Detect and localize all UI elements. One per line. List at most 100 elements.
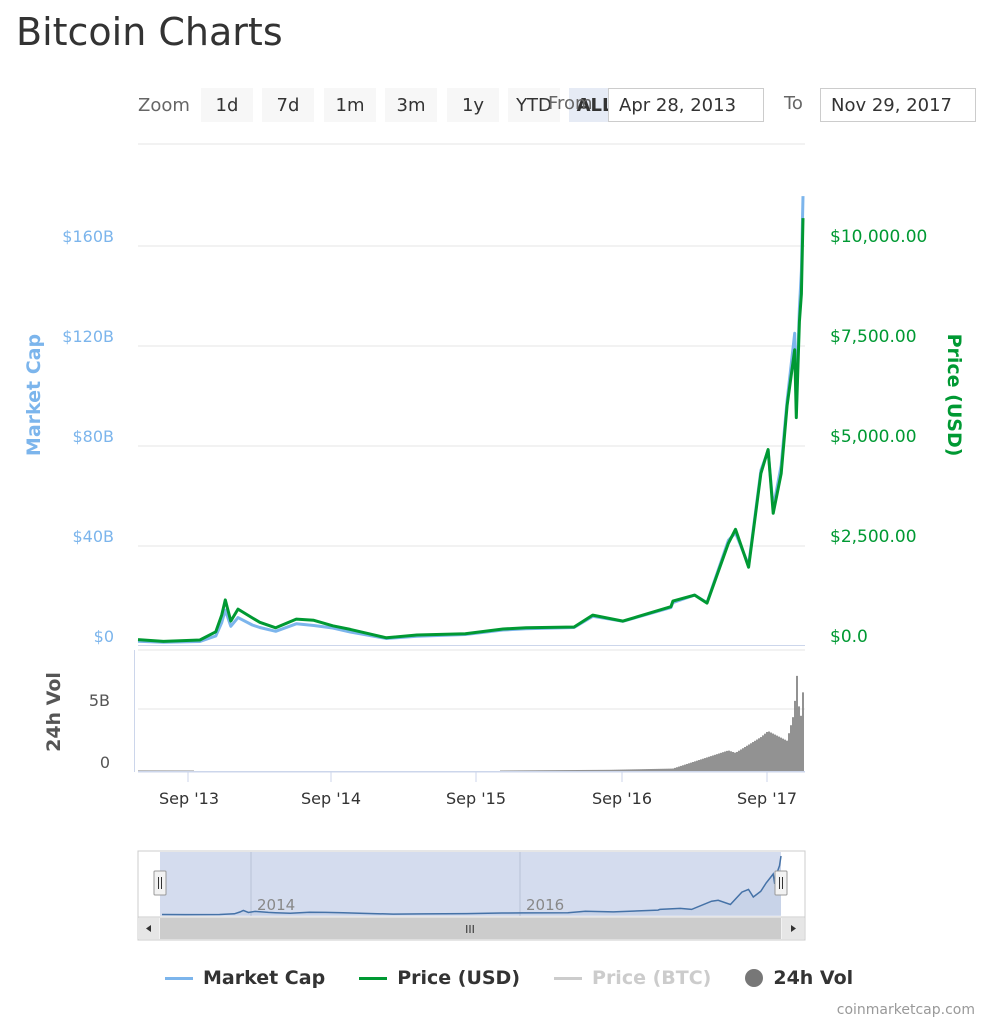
volume-bar	[798, 706, 800, 771]
volume-bar	[568, 770, 570, 771]
volume-bar	[576, 770, 578, 771]
legend-symbol	[359, 976, 388, 980]
volume-bar	[554, 770, 556, 771]
navigator-handle-left[interactable]	[153, 870, 167, 896]
volume-bar	[152, 770, 154, 771]
volume-bar	[690, 762, 692, 771]
volume-bar	[192, 770, 194, 771]
volume-bar	[796, 675, 798, 771]
volume-bar	[724, 751, 726, 771]
zoom-1y-button[interactable]: 1y	[447, 88, 499, 122]
volume-bar	[634, 769, 636, 771]
volume-bar	[550, 770, 552, 771]
scrollbar[interactable]: III	[137, 916, 806, 941]
volume-bar	[542, 770, 544, 771]
y-axis-right-title: Price (USD)	[943, 334, 965, 457]
volume-bar	[642, 769, 644, 771]
y-right-tick-label: $2,500.00	[830, 527, 917, 547]
volume-bar	[706, 757, 708, 771]
legend-item-24h-vol[interactable]: 24h Vol	[745, 967, 853, 989]
scrollbar-grip: III	[465, 923, 475, 936]
volume-bar	[538, 770, 540, 771]
volume-bar	[154, 770, 156, 771]
series-line-price-usd	[137, 218, 805, 643]
volume-bar	[768, 731, 770, 771]
volume-bar	[596, 769, 598, 771]
volume-bar	[150, 770, 152, 771]
volume-bar	[680, 765, 682, 771]
volume-bar	[684, 764, 686, 771]
volume-bar	[562, 770, 564, 771]
volume-bar	[160, 770, 162, 771]
volume-bar	[742, 748, 744, 771]
volume-bar	[628, 769, 630, 771]
zoom-1m-button[interactable]: 1m	[324, 88, 376, 122]
volume-bar	[636, 769, 638, 771]
zoom-ytd-button[interactable]: YTD	[508, 88, 560, 122]
volume-bar	[702, 758, 704, 771]
volume-bar	[604, 769, 606, 771]
volume-bar	[782, 738, 784, 771]
scroll-left-arrow-icon	[146, 925, 151, 932]
legend-item-market-cap[interactable]: Market Cap	[165, 967, 325, 989]
volume-bar	[578, 769, 580, 771]
from-date-input[interactable]	[608, 88, 764, 122]
legend-label: Price (BTC)	[592, 967, 712, 989]
volume-bar	[146, 770, 148, 771]
y-left-tick-label: $40B	[72, 527, 114, 546]
volume-bar	[182, 770, 184, 771]
y-axis-left-title: Market Cap	[23, 334, 45, 456]
volume-bar	[698, 760, 700, 771]
volume-bar	[760, 737, 762, 771]
zoom-7d-button[interactable]: 7d	[262, 88, 314, 122]
navigator[interactable]: 2014 2016	[137, 850, 806, 918]
volume-bar	[536, 770, 538, 771]
volume-bar	[506, 770, 508, 771]
volume-bar	[594, 769, 596, 771]
to-date-input[interactable]	[820, 88, 976, 122]
volume-bar	[158, 770, 160, 771]
legend-label: 24h Vol	[773, 967, 854, 989]
y-right-tick-label: $0.0	[830, 627, 868, 647]
volume-bar	[650, 769, 652, 771]
y-left-tick-label: $120B	[62, 327, 114, 346]
volume-bar	[786, 740, 788, 771]
credits-link[interactable]: coinmarketcap.com	[836, 1002, 975, 1018]
legend-item-price-btc[interactable]: Price (BTC)	[554, 967, 711, 989]
volume-bar	[678, 766, 680, 771]
scrollbar-thumb[interactable]	[160, 918, 781, 939]
volume-bar	[188, 770, 190, 771]
legend-item-price-usd[interactable]: Price (USD)	[359, 967, 520, 989]
volume-bar	[792, 717, 794, 771]
volume-bar	[624, 769, 626, 771]
volume-bar	[664, 768, 666, 771]
legend-label: Market Cap	[203, 967, 326, 989]
y-volume-tick-label: 5B	[89, 691, 110, 710]
volume-bar	[730, 751, 732, 771]
price-gridlines	[138, 143, 805, 646]
y-left-tick-label: $0	[94, 627, 114, 646]
y-right-tick-label: $10,000.00	[830, 227, 927, 247]
volume-bar	[770, 732, 772, 771]
navigator-selection[interactable]	[160, 852, 781, 916]
volume-bar	[728, 750, 730, 771]
zoom-1d-button[interactable]: 1d	[201, 88, 253, 122]
volume-bar	[704, 758, 706, 771]
scroll-right-arrow-icon	[791, 925, 796, 932]
volume-bar	[640, 769, 642, 771]
volume-bar	[162, 770, 164, 771]
volume-bar	[658, 768, 660, 771]
navigator-handle-right[interactable]	[774, 870, 788, 896]
volume-bar	[504, 770, 506, 771]
navigator-series-line	[161, 855, 782, 916]
volume-bar	[720, 752, 722, 771]
volume-bar	[766, 731, 768, 771]
volume-bar	[700, 759, 702, 771]
volume-bar	[510, 770, 512, 771]
x-tick-label: Sep '17	[737, 789, 797, 808]
volume-bar	[676, 767, 678, 771]
volume-bar	[764, 733, 766, 771]
volume-bar	[142, 770, 144, 771]
volume-bar	[560, 770, 562, 771]
zoom-3m-button[interactable]: 3m	[385, 88, 437, 122]
